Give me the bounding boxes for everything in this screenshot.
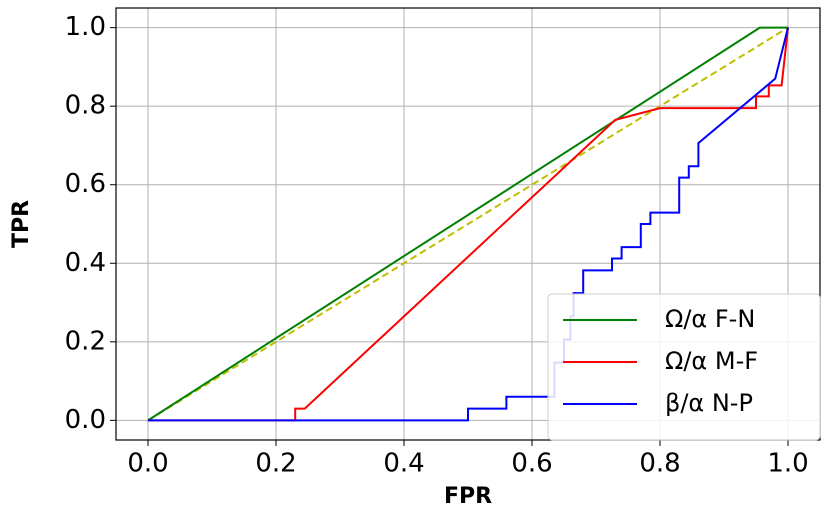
- x-tick-label: 0.8: [639, 449, 680, 479]
- legend-label: β/α N-P: [665, 389, 753, 417]
- x-axis-label: FPR: [444, 484, 492, 509]
- y-tick-label: 0.8: [65, 91, 106, 121]
- legend: Ω/α F-N Ω/α M-F β/α N-P: [547, 293, 821, 441]
- y-axis-label: TPR: [9, 200, 34, 248]
- line: [147, 26, 789, 422]
- x-tick-label: 0.2: [255, 449, 296, 479]
- y-tick-label: 0.0: [65, 405, 106, 435]
- legend-label: Ω/α F-N: [665, 305, 755, 333]
- line: [147, 26, 788, 422]
- line: [148, 27, 789, 422]
- x-tick-label: 0.0: [127, 449, 168, 479]
- x-tick-label: 1.0: [767, 449, 808, 479]
- y-tick-label: 0.4: [65, 248, 106, 278]
- plot-frame: [115, 7, 821, 441]
- x-tick-label: 0.6: [511, 449, 552, 479]
- legend-label: Ω/α M-F: [665, 347, 758, 375]
- y-tick-label: 1.0: [65, 12, 106, 42]
- y-tick-label: 0.6: [65, 169, 106, 199]
- x-tick-label: 0.4: [383, 449, 424, 479]
- y-tick-label: 0.2: [65, 326, 106, 356]
